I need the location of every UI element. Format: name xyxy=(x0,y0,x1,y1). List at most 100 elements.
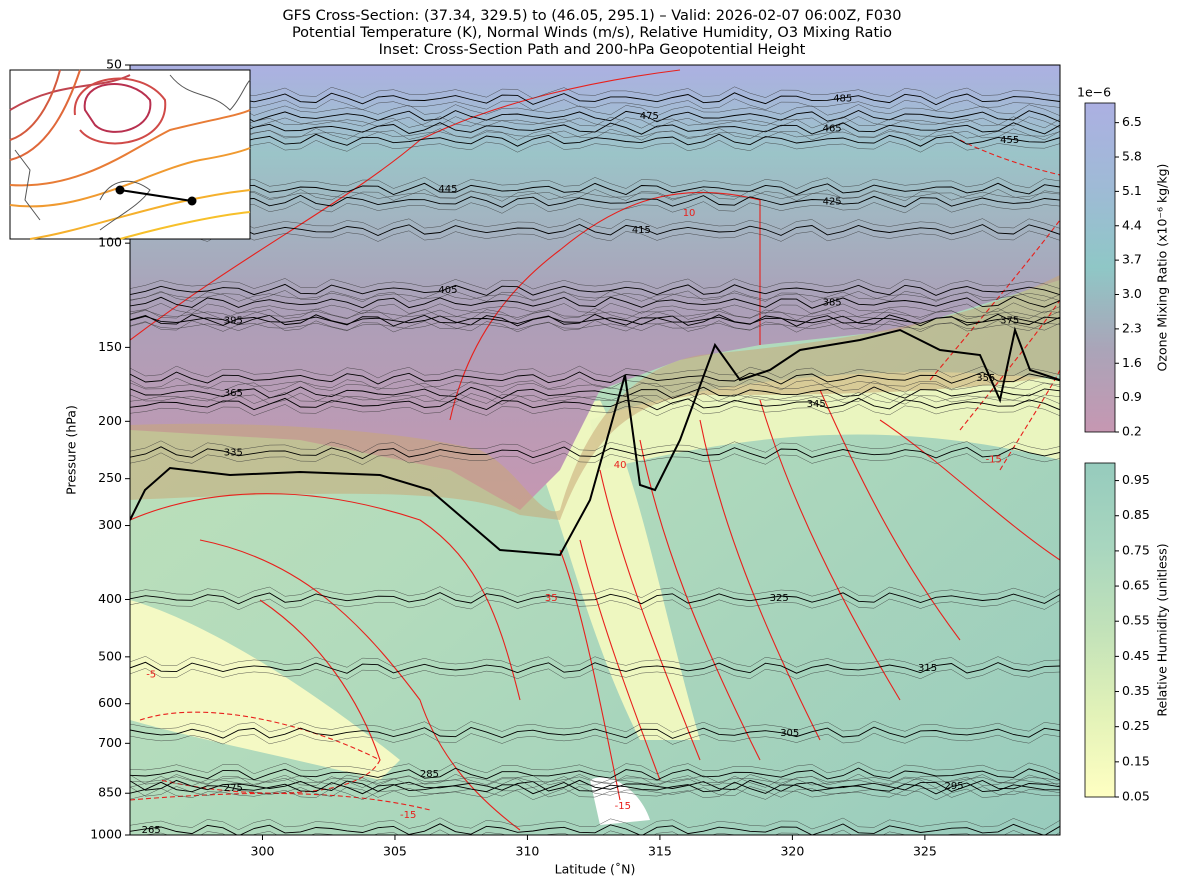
theta-label: 355 xyxy=(976,373,995,384)
colorbar-tick-label: 0.15 xyxy=(1122,753,1150,768)
theta-label: 475 xyxy=(640,111,659,122)
theta-label: 415 xyxy=(632,225,651,236)
isentrope-minor xyxy=(130,230,1060,242)
isentrope-minor xyxy=(130,201,1060,214)
y-tick-label: 600 xyxy=(98,695,122,710)
isentrope-minor xyxy=(130,380,1060,393)
title: Potential Temperature (K), Normal Winds … xyxy=(292,25,892,41)
isentrope-minor xyxy=(130,308,1060,321)
isentrope-minor xyxy=(130,189,1060,202)
colorbar-tick-label: 0.55 xyxy=(1122,613,1150,628)
isentrope xyxy=(130,92,1060,106)
isentrope xyxy=(130,371,1060,385)
tropopause-line xyxy=(130,326,1060,557)
theta-label: 285 xyxy=(420,769,439,780)
isentrope xyxy=(130,592,1060,605)
fields xyxy=(130,65,1060,835)
theta-label: 465 xyxy=(823,123,842,134)
theta-label: 295 xyxy=(944,781,963,792)
x-tick-label: 300 xyxy=(251,844,275,859)
dry-patch xyxy=(520,400,700,740)
isentrope-minor xyxy=(130,177,1060,190)
dry-patch xyxy=(590,372,1060,470)
isentrope-minor xyxy=(130,377,1060,391)
theta-label: 335 xyxy=(224,448,243,459)
colorbar-tick-label: 0.2 xyxy=(1122,424,1142,439)
theta-label: 325 xyxy=(770,593,789,604)
isentrope-minor xyxy=(130,139,1060,153)
isentrope-minor xyxy=(130,817,1060,831)
isentrope xyxy=(130,823,1060,835)
colorbar-tick-label: 0.35 xyxy=(1122,683,1150,698)
wind-label: 40 xyxy=(614,460,627,471)
wind-label: 10 xyxy=(683,208,696,219)
isentrope-minor xyxy=(130,127,1060,141)
isentrope-minor xyxy=(130,320,1060,333)
wind-contours-negative xyxy=(130,139,1060,811)
wind-label: -15 xyxy=(400,810,416,821)
isentrope-minor xyxy=(130,452,1060,465)
isentrope-minor xyxy=(130,440,1060,453)
isentrope-minor xyxy=(130,320,1060,333)
isentrope-minor xyxy=(130,98,1060,111)
wind-label: -5 xyxy=(146,670,156,681)
isentrope-minor xyxy=(130,392,1060,405)
colorbar-label: Relative Humidity (unitless) xyxy=(1155,543,1170,716)
colorbar-tick-label: 0.75 xyxy=(1122,542,1150,557)
isentrope xyxy=(130,386,1060,399)
colorbar-tick-label: 0.85 xyxy=(1122,507,1150,522)
isentrope-minor xyxy=(130,720,1060,733)
colorbar-tick-label: 0.05 xyxy=(1122,789,1150,804)
isentropes xyxy=(130,86,1060,835)
colorbar-tick-label: 0.95 xyxy=(1122,472,1150,487)
y-tick-label: 100 xyxy=(98,235,122,250)
isentrope-minor xyxy=(130,86,1060,99)
y-tick-label: 50 xyxy=(106,57,122,72)
wind-label: 35 xyxy=(545,593,558,604)
x-tick-label: 315 xyxy=(648,844,672,859)
colorbar-tick-label: 2.3 xyxy=(1122,320,1142,335)
isentrope-minor xyxy=(130,308,1060,321)
isentrope-minor xyxy=(130,116,1060,129)
isentrope-minor xyxy=(130,290,1060,302)
isentrope xyxy=(130,314,1060,327)
y-tick-label: 700 xyxy=(98,735,122,750)
y-tick-label: 250 xyxy=(98,470,122,485)
isentrope-minor xyxy=(130,189,1060,202)
isentrope-minor xyxy=(130,116,1060,129)
colorbar-tick-label: 5.1 xyxy=(1122,183,1142,198)
plot-frame xyxy=(129,64,1061,836)
dry-patch xyxy=(590,777,650,825)
isentrope-minor xyxy=(130,761,1060,775)
colorbar-tick-label: 3.7 xyxy=(1122,252,1142,267)
theta-label: 315 xyxy=(918,663,937,674)
isentrope-minor xyxy=(130,404,1060,417)
isentrope-minor xyxy=(130,787,1060,801)
x-tick-label: 305 xyxy=(383,844,407,859)
isentrope xyxy=(130,397,1060,411)
x-tick-label: 325 xyxy=(913,844,937,859)
y-axis-label: Pressure (hPa) xyxy=(64,405,79,495)
theta-label: 265 xyxy=(142,825,161,836)
title: GFS Cross-Section: (37.34, 329.5) to (46… xyxy=(282,8,901,24)
wind-label: -15 xyxy=(986,454,1002,465)
x-tick-label: 310 xyxy=(516,844,540,859)
x-tick-label: 320 xyxy=(780,844,804,859)
theta-label: 375 xyxy=(1000,315,1019,326)
theta-label: 425 xyxy=(823,196,842,207)
isentrope xyxy=(130,296,1060,309)
isentrope-minor xyxy=(130,586,1060,599)
theta-label: 385 xyxy=(823,298,842,309)
isentrope-minor xyxy=(130,775,1060,789)
theta-label: 445 xyxy=(438,184,457,195)
x-axis-label: Latitude (˚N) xyxy=(555,862,636,877)
isentrope-minor xyxy=(130,290,1060,303)
isentrope-minor xyxy=(130,598,1060,611)
isentrope-minor xyxy=(130,668,1060,680)
wind-label: -15 xyxy=(615,801,631,812)
colorbar-tick-label: 5.8 xyxy=(1122,149,1142,164)
isentrope xyxy=(130,661,1060,674)
theta-label: 345 xyxy=(807,399,826,410)
colorbar-tick-label: 4.4 xyxy=(1122,217,1142,232)
